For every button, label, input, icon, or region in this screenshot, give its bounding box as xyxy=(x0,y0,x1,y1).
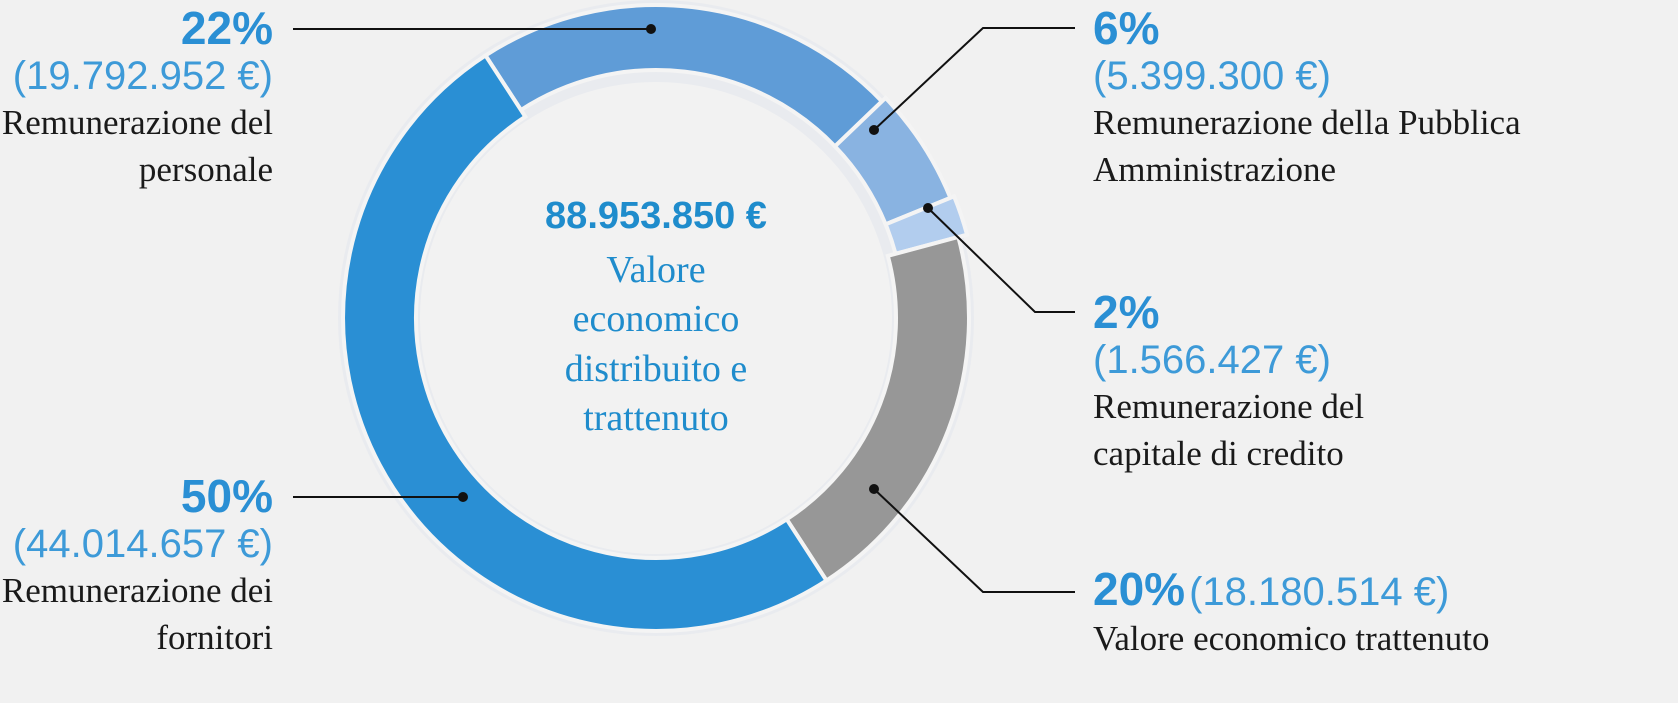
leader-dot xyxy=(923,203,933,213)
amount-row: (44.014.657 €) xyxy=(0,520,273,568)
inner-circle xyxy=(420,82,892,554)
center-value: 88.953.850 € xyxy=(545,195,767,237)
value-label: 20% xyxy=(1093,563,1186,615)
leader-dot xyxy=(646,24,656,34)
category-row: Remunerazione del personale xyxy=(0,100,273,193)
slice-label: 6% (5.399.300 €) Remunerazione della Pubbl… xyxy=(1093,4,1563,193)
leader-line xyxy=(873,488,1075,593)
category-label: Remunerazione della Pubblica Amministraz… xyxy=(1093,103,1521,189)
amount: (1.566.427 €) xyxy=(1093,338,1331,383)
value-label: 2% xyxy=(1093,286,1160,338)
value-label: 22% xyxy=(180,2,273,54)
amount-row: (1.566.427 €) xyxy=(1093,336,1438,384)
value-label: 50% xyxy=(180,470,273,522)
category-row: Remunerazione dei fornitori xyxy=(0,568,273,661)
value-row: 20% (18.180.514 €) xyxy=(1093,565,1673,616)
amount: (19.792.952 €) xyxy=(12,54,273,99)
category-label: Remunerazione del personale xyxy=(1,103,273,189)
slice-label: 2% (1.566.427 €) Remunerazione del capital… xyxy=(1093,288,1438,477)
value-label: 6% xyxy=(1093,2,1160,54)
center-text: 88.953.850 € Valore economico distribuit… xyxy=(536,195,776,444)
leader-line xyxy=(873,27,1075,131)
amount-row: (5.399.300 €) xyxy=(1093,52,1563,100)
leader-dot xyxy=(869,125,879,135)
leader-line xyxy=(927,207,1075,313)
value-row: 50% xyxy=(0,472,273,520)
value-row: 22% xyxy=(0,4,273,52)
donut-slice xyxy=(341,52,830,633)
category-label: Valore economico trattenuto xyxy=(1093,619,1490,658)
value-row: 6% xyxy=(1093,4,1563,52)
leader-dot xyxy=(458,492,468,502)
category-row: Remunerazione del capitale di credito xyxy=(1093,384,1438,477)
amount: (5.399.300 €) xyxy=(1093,54,1331,99)
category-label: Remunerazione del capitale di credito xyxy=(1093,387,1365,473)
center-label: Valore economico distribuito e trattenut… xyxy=(564,249,748,440)
slice-label: 50% (44.014.657 €) Remunerazione dei forni… xyxy=(0,472,273,661)
slice-label: 20% (18.180.514 €) Valore economico tratt… xyxy=(1093,565,1673,663)
category-row: Valore economico trattenuto xyxy=(1093,616,1673,663)
leader-dot xyxy=(869,484,879,494)
amount: (18.180.514 €) xyxy=(1189,570,1450,614)
slice-label: 22% (19.792.952 €) Remunerazione del perso… xyxy=(0,4,273,193)
amount-row: (19.792.952 €) xyxy=(0,52,273,100)
amount: (44.014.657 €) xyxy=(12,522,273,567)
value-row: 2% xyxy=(1093,288,1438,336)
category-row: Remunerazione della Pubblica Amministraz… xyxy=(1093,100,1563,193)
category-label: Remunerazione dei fornitori xyxy=(1,571,273,657)
